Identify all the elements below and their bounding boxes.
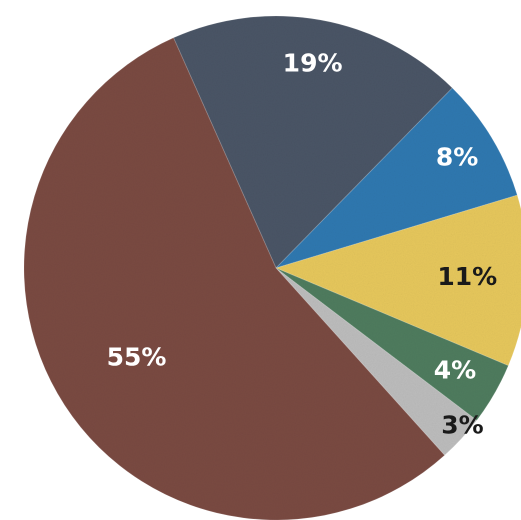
pie-slice-0 bbox=[172, 15, 454, 269]
pie-slice-1 bbox=[275, 87, 518, 269]
pie-slice-label-5: 55% bbox=[107, 343, 167, 372]
pie-slice-label-1: 8% bbox=[436, 142, 478, 171]
pie-slice-label-4: 3% bbox=[441, 411, 483, 440]
pie-slices bbox=[23, 15, 521, 520]
pie-slice-label-0: 19% bbox=[283, 49, 343, 78]
pie-slice-label-2: 11% bbox=[437, 262, 497, 291]
pie-slice-5 bbox=[23, 37, 446, 520]
pie-slice-label-3: 4% bbox=[434, 355, 476, 384]
pie-labels: 19% 8% 11% 4% 3% 55% bbox=[107, 49, 498, 440]
